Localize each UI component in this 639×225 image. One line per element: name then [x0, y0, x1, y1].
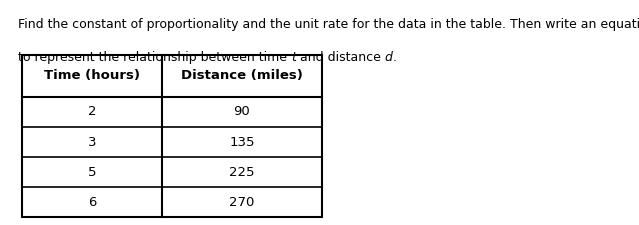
Text: t: t — [291, 51, 296, 64]
Text: 2: 2 — [88, 106, 96, 119]
Text: 90: 90 — [234, 106, 250, 119]
Text: 5: 5 — [88, 166, 96, 178]
Text: Distance (miles): Distance (miles) — [181, 70, 303, 83]
Text: 270: 270 — [229, 196, 255, 209]
Text: Time (hours): Time (hours) — [44, 70, 140, 83]
Text: Find the constant of proportionality and the unit rate for the data in the table: Find the constant of proportionality and… — [18, 18, 639, 31]
Text: 225: 225 — [229, 166, 255, 178]
Bar — [22, 55, 322, 217]
Text: .: . — [392, 51, 397, 64]
Text: 135: 135 — [229, 135, 255, 148]
Text: 6: 6 — [88, 196, 96, 209]
Text: to represent the relationship between time: to represent the relationship between ti… — [18, 51, 291, 64]
Text: 3: 3 — [88, 135, 96, 148]
Text: and distance: and distance — [296, 51, 385, 64]
Text: d: d — [385, 51, 392, 64]
